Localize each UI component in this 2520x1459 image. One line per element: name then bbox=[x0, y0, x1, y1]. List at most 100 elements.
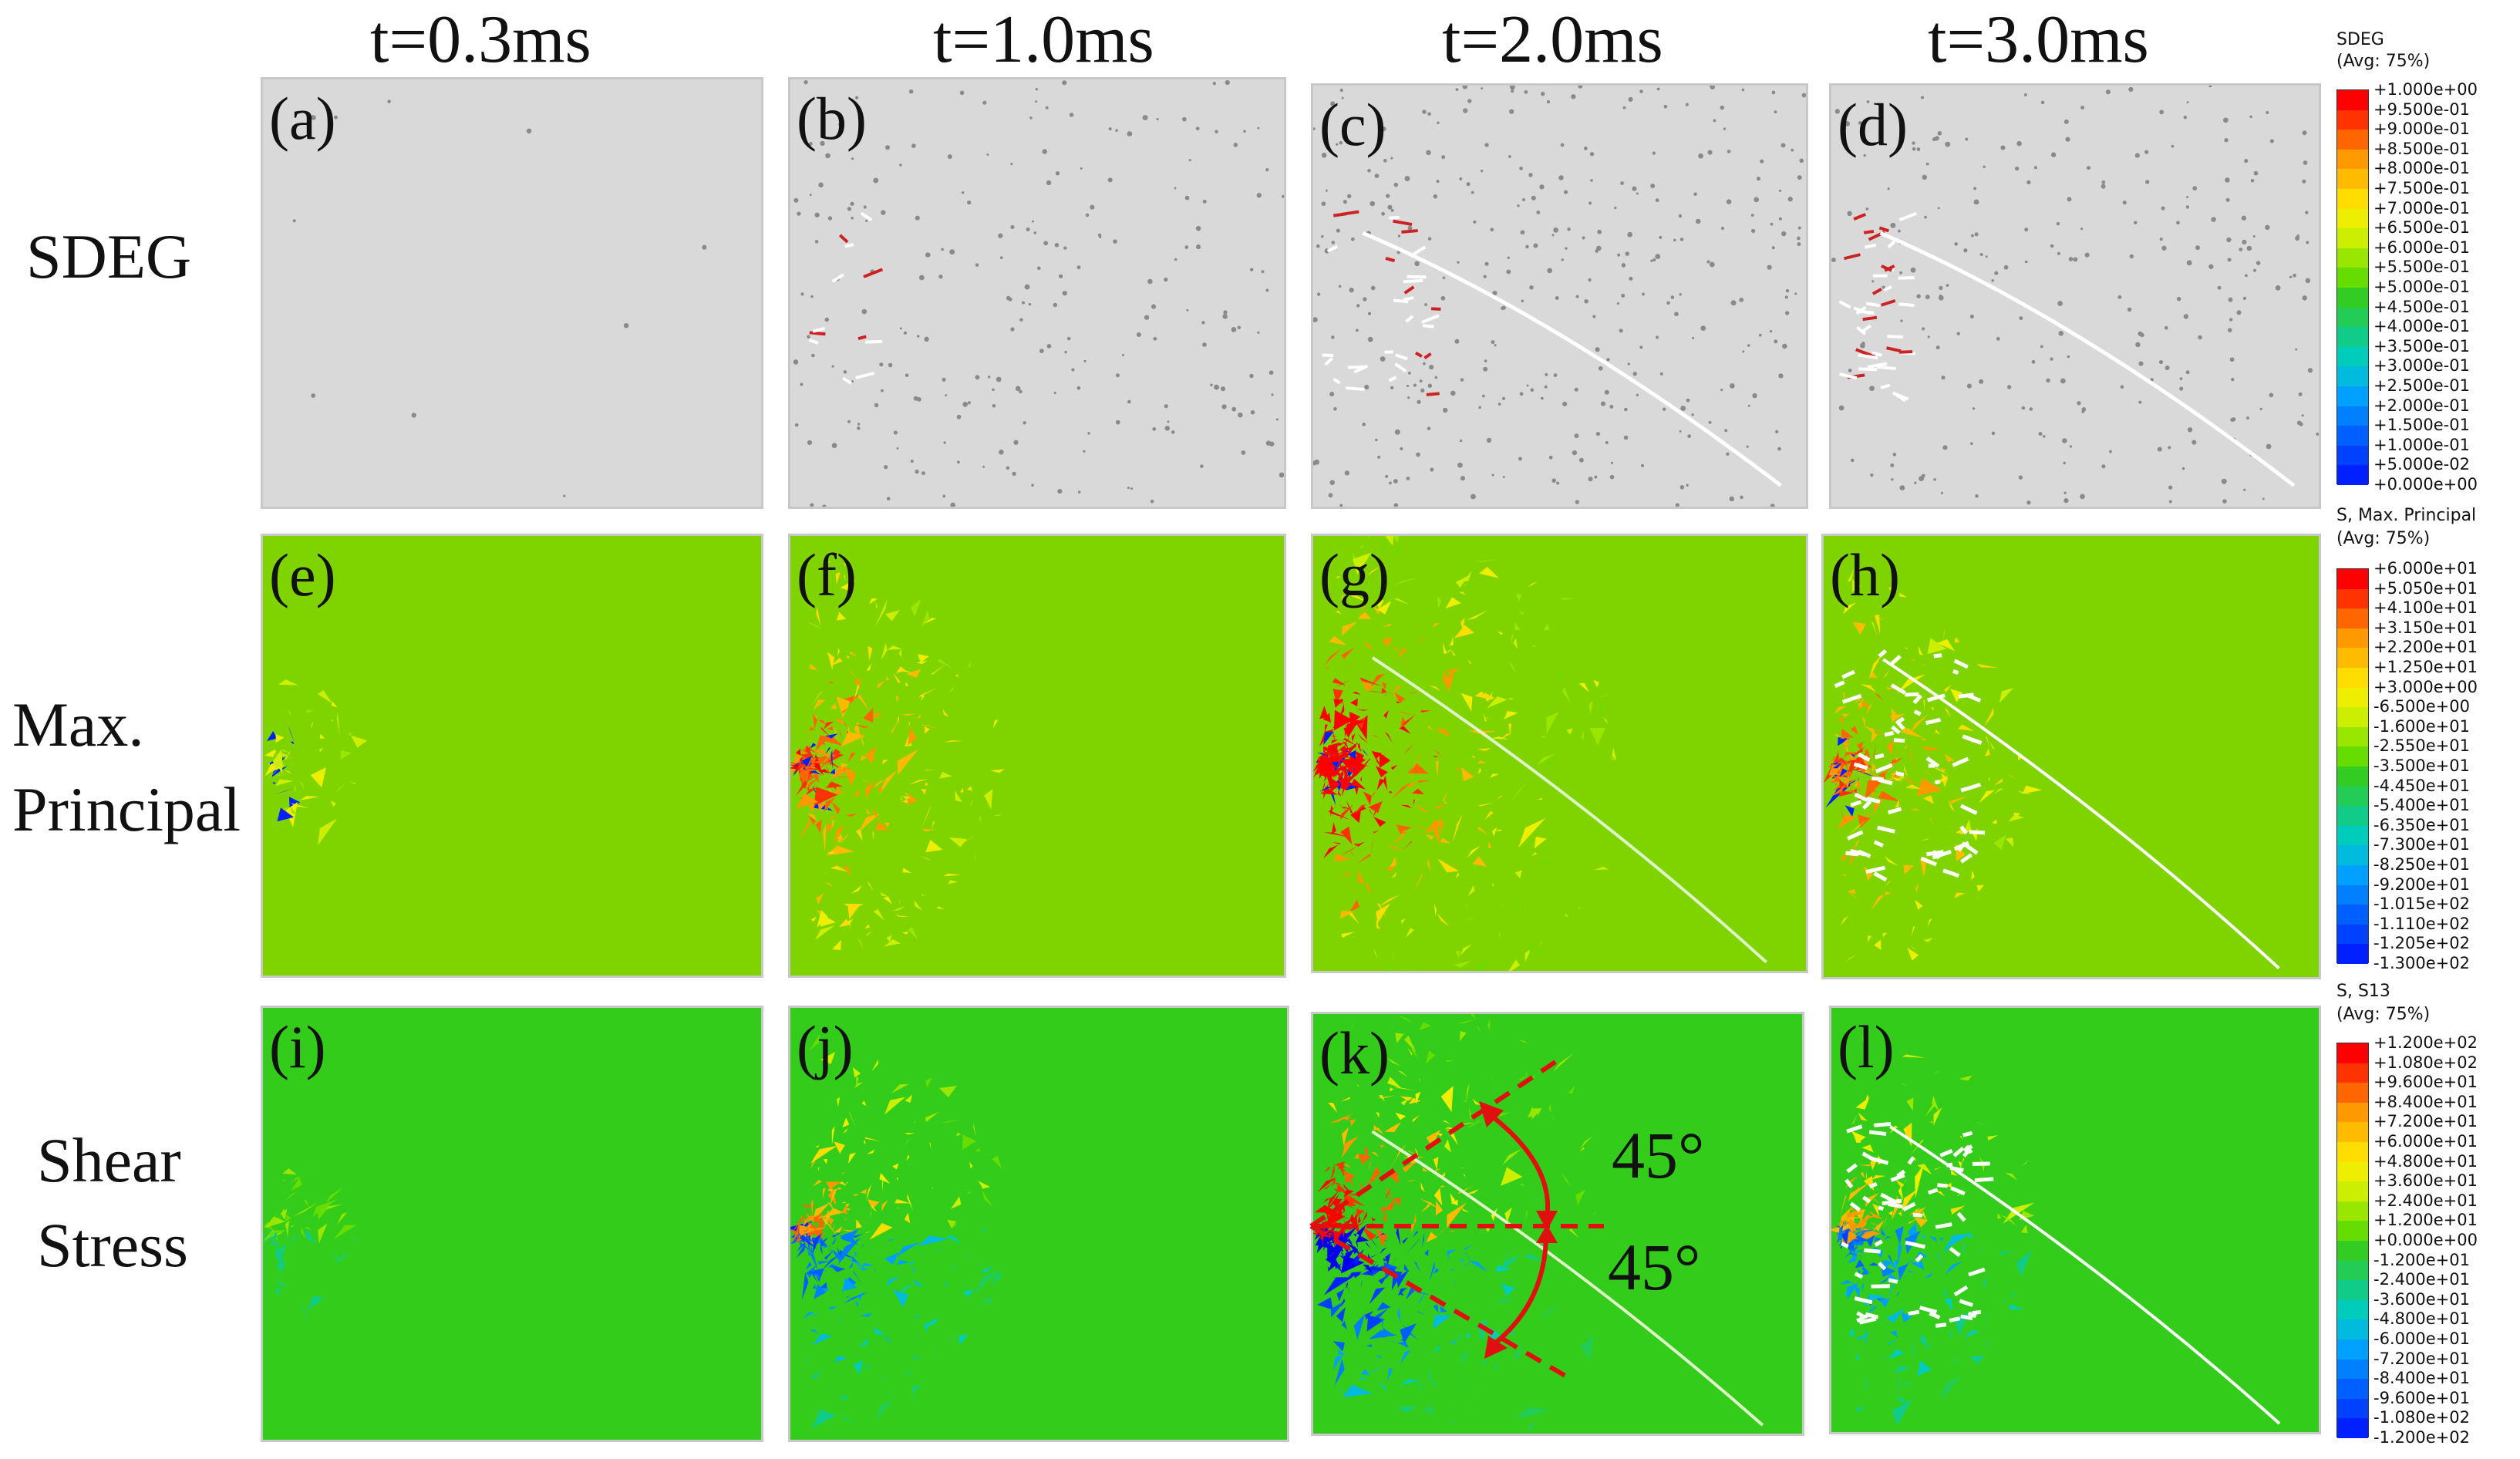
stress-element bbox=[844, 766, 857, 786]
damage-speck bbox=[1890, 222, 1896, 228]
stress-element bbox=[810, 1198, 814, 1218]
crack-segment bbox=[1887, 240, 1896, 249]
stress-element bbox=[1916, 777, 1942, 797]
damage-speck bbox=[2016, 140, 2022, 147]
stress-element bbox=[1344, 756, 1356, 759]
damage-speck bbox=[1594, 475, 1598, 479]
stress-element bbox=[2016, 1250, 2032, 1277]
damage-speck bbox=[1460, 378, 1464, 382]
damage-speck bbox=[1443, 407, 1448, 413]
stress-element bbox=[837, 834, 844, 841]
crack-segment bbox=[1932, 849, 1952, 860]
crack-segment bbox=[1974, 1177, 1994, 1183]
stress-element bbox=[1417, 1376, 1423, 1393]
legend-color-step bbox=[2337, 386, 2368, 406]
stress-element bbox=[1843, 1245, 1856, 1260]
stress-element bbox=[803, 768, 823, 771]
stress-element bbox=[1371, 1152, 1380, 1157]
stress-element bbox=[1342, 622, 1358, 636]
stress-element bbox=[1420, 1203, 1430, 1213]
damage-speck bbox=[1473, 220, 1477, 224]
damage-speck bbox=[1912, 141, 1915, 145]
stress-element bbox=[1488, 841, 1492, 849]
crack-segment bbox=[1919, 1306, 1938, 1314]
stress-element bbox=[831, 1126, 835, 1146]
damage-speck bbox=[1491, 340, 1495, 345]
stress-element bbox=[1420, 843, 1428, 869]
stress-element bbox=[1483, 713, 1487, 722]
stress-element bbox=[1376, 1381, 1388, 1392]
damage-speck bbox=[975, 375, 980, 380]
damage-speck bbox=[1529, 285, 1534, 290]
stress-element bbox=[1895, 799, 1899, 808]
stress-element bbox=[812, 1223, 818, 1226]
stress-element bbox=[1999, 1249, 2013, 1256]
damage-speck bbox=[1522, 197, 1525, 201]
stress-element bbox=[1331, 791, 1336, 806]
stress-element bbox=[898, 899, 900, 906]
stress-element bbox=[1868, 1262, 1881, 1266]
crack-segment bbox=[1905, 1240, 1926, 1249]
legend-color-step bbox=[2337, 406, 2368, 426]
stress-element bbox=[1562, 686, 1571, 704]
stress-element bbox=[807, 762, 809, 767]
stress-element bbox=[1927, 638, 1947, 655]
damage-speck bbox=[2133, 221, 2138, 225]
stress-element bbox=[1503, 710, 1511, 719]
damage-speck bbox=[1323, 123, 1326, 126]
stress-element bbox=[840, 1172, 846, 1174]
contour-panel: (c) bbox=[1311, 83, 1808, 509]
stress-element bbox=[836, 1246, 844, 1259]
stress-element bbox=[1878, 790, 1901, 802]
stress-element bbox=[1357, 743, 1361, 753]
damage-speck bbox=[2067, 197, 2072, 202]
stress-element bbox=[267, 730, 278, 741]
stress-element bbox=[1330, 748, 1338, 756]
stress-element bbox=[1433, 826, 1440, 846]
stress-element bbox=[1467, 884, 1475, 896]
stress-element bbox=[948, 686, 955, 693]
damage-speck bbox=[1730, 300, 1737, 306]
crack-segment bbox=[1895, 719, 1905, 730]
legend-sdeg: SDEG (Avg: 75%) +1.000e+00 +9.500e-01 +9.0… bbox=[2336, 29, 2518, 494]
stress-element bbox=[1855, 780, 1859, 791]
damage-speck bbox=[1316, 292, 1321, 296]
stress-element bbox=[1875, 1279, 1889, 1282]
stress-element bbox=[1375, 1354, 1382, 1359]
stress-element bbox=[1328, 1102, 1338, 1113]
stress-element bbox=[984, 788, 993, 810]
stress-element bbox=[1372, 790, 1376, 797]
row-label-line: Principal bbox=[12, 774, 241, 844]
stress-element bbox=[1356, 854, 1372, 864]
stress-element bbox=[1332, 723, 1337, 729]
damage-speck bbox=[2109, 450, 2112, 453]
stress-element bbox=[1357, 733, 1369, 744]
damage-speck bbox=[2302, 130, 2307, 136]
stress-element bbox=[1331, 739, 1339, 744]
stress-element bbox=[1884, 881, 1892, 887]
damage-speck bbox=[1797, 175, 1802, 180]
stress-element bbox=[1455, 872, 1460, 879]
stress-element bbox=[841, 1201, 847, 1204]
crack-segment bbox=[1935, 1323, 1947, 1328]
stress-element bbox=[1861, 1242, 1865, 1247]
crack-segment bbox=[1952, 756, 1969, 767]
damage-speck bbox=[947, 154, 952, 160]
stress-element bbox=[275, 1232, 284, 1238]
stress-element bbox=[1460, 1372, 1462, 1400]
stress-element bbox=[824, 1250, 834, 1260]
stress-element bbox=[1839, 736, 1850, 740]
stress-element bbox=[1841, 713, 1850, 718]
stress-element bbox=[1324, 752, 1329, 758]
stress-element bbox=[1847, 1252, 1859, 1257]
stress-element bbox=[1531, 851, 1538, 857]
legend-color-step bbox=[2337, 426, 2368, 446]
stress-element bbox=[1539, 939, 1543, 947]
stress-element bbox=[938, 1086, 957, 1098]
damage-speck bbox=[1356, 329, 1359, 332]
stress-element bbox=[1412, 1231, 1419, 1238]
stress-element bbox=[881, 1376, 889, 1380]
damage-speck bbox=[2105, 89, 2111, 95]
stress-element bbox=[1458, 591, 1466, 596]
legend-tick-label: -2.550e+01 bbox=[2373, 736, 2470, 756]
